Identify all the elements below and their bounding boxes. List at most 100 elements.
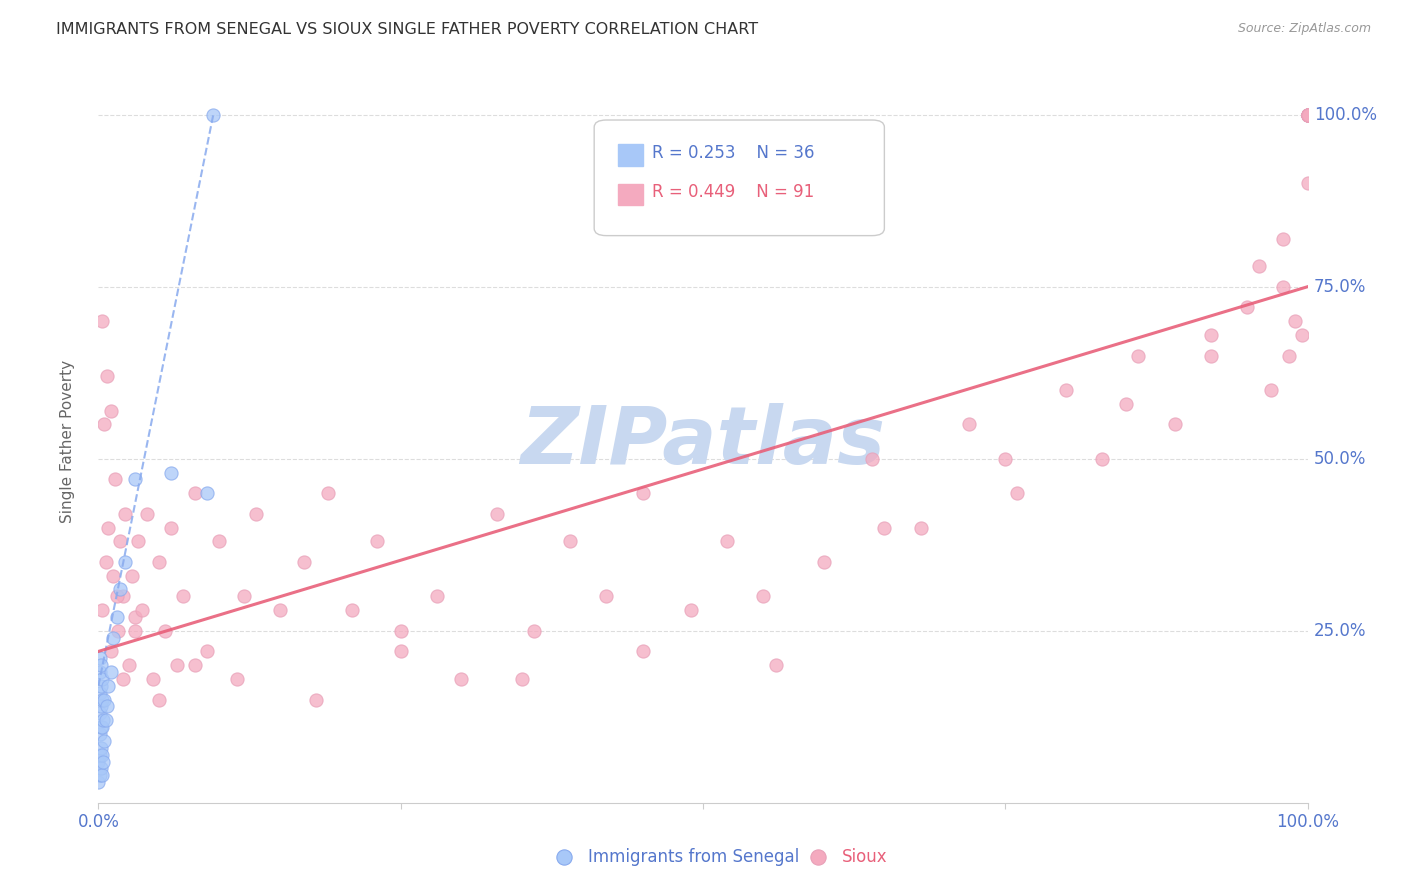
- Point: [1236, 301, 1258, 315]
- Point: [1296, 108, 1319, 122]
- Point: [90, 679, 112, 693]
- Point: [160, 466, 183, 480]
- Point: [93, 734, 115, 748]
- Point: [631, 644, 654, 658]
- Point: [1296, 108, 1319, 122]
- Point: [1278, 349, 1301, 363]
- Point: [105, 610, 128, 624]
- Point: [89, 768, 111, 782]
- Point: [1272, 279, 1295, 293]
- Point: [90, 658, 112, 673]
- Point: [124, 472, 146, 486]
- Point: [93, 692, 115, 706]
- Point: [91, 768, 114, 782]
- Point: [226, 672, 249, 686]
- Point: [114, 555, 136, 569]
- Text: 25.0%: 25.0%: [1313, 622, 1367, 640]
- Point: [90, 740, 112, 755]
- Point: [510, 672, 533, 686]
- Point: [486, 507, 509, 521]
- Point: [195, 644, 218, 658]
- Point: [108, 534, 131, 549]
- Point: [1272, 231, 1295, 245]
- Point: [91, 314, 114, 328]
- Point: [595, 590, 617, 604]
- Point: [342, 603, 364, 617]
- Point: [89, 747, 111, 762]
- Point: [523, 624, 546, 638]
- Point: [679, 603, 702, 617]
- Point: [1199, 327, 1222, 342]
- Point: [873, 520, 896, 534]
- Point: [93, 417, 115, 432]
- Point: [232, 590, 254, 604]
- Point: [104, 472, 127, 486]
- Point: [1284, 314, 1306, 328]
- Point: [316, 486, 339, 500]
- Point: [1296, 108, 1319, 122]
- Point: [142, 672, 165, 686]
- Point: [89, 651, 111, 665]
- Point: [89, 665, 111, 679]
- Point: [97, 679, 120, 693]
- Point: [450, 672, 472, 686]
- Point: [813, 555, 835, 569]
- Point: [752, 590, 775, 604]
- Bar: [619, 184, 643, 205]
- Point: [94, 555, 117, 569]
- Point: [107, 624, 129, 638]
- Bar: [619, 144, 643, 166]
- Point: [101, 631, 124, 645]
- Point: [108, 582, 131, 597]
- Point: [994, 451, 1017, 466]
- Point: [1296, 108, 1319, 122]
- Point: [184, 658, 207, 673]
- Point: [87, 755, 110, 769]
- Point: [1291, 327, 1313, 342]
- Text: 50.0%: 50.0%: [1313, 450, 1367, 467]
- Point: [90, 699, 112, 714]
- Point: [90, 720, 112, 734]
- Text: R = 0.253    N = 36: R = 0.253 N = 36: [652, 144, 814, 161]
- Text: Source: ZipAtlas.com: Source: ZipAtlas.com: [1237, 22, 1371, 36]
- Point: [91, 672, 114, 686]
- Point: [89, 727, 111, 741]
- Point: [1115, 397, 1137, 411]
- Text: R = 0.449    N = 91: R = 0.449 N = 91: [652, 183, 814, 202]
- Point: [765, 658, 787, 673]
- Point: [111, 672, 134, 686]
- Point: [366, 534, 388, 549]
- Point: [957, 417, 980, 432]
- Point: [121, 568, 143, 582]
- Point: [124, 624, 146, 638]
- Point: [96, 369, 118, 384]
- Point: [1163, 417, 1185, 432]
- Point: [94, 713, 117, 727]
- Point: [118, 658, 141, 673]
- Point: [124, 610, 146, 624]
- Point: [89, 686, 111, 700]
- Text: ZIPatlas: ZIPatlas: [520, 402, 886, 481]
- Point: [127, 534, 149, 549]
- Point: [305, 692, 328, 706]
- Point: [91, 603, 114, 617]
- Point: [96, 699, 118, 714]
- Point: [114, 507, 136, 521]
- Point: [389, 624, 412, 638]
- Point: [1296, 108, 1319, 122]
- Point: [184, 486, 207, 500]
- Point: [131, 603, 153, 617]
- Point: [135, 507, 157, 521]
- Point: [91, 720, 114, 734]
- Point: [1296, 108, 1319, 122]
- Point: [631, 486, 654, 500]
- Point: [426, 590, 449, 604]
- Point: [269, 603, 291, 617]
- Point: [166, 658, 188, 673]
- Point: [91, 713, 114, 727]
- Text: Sioux: Sioux: [842, 848, 887, 866]
- Point: [91, 755, 114, 769]
- FancyBboxPatch shape: [595, 120, 884, 235]
- Point: [716, 534, 738, 549]
- Point: [195, 486, 218, 500]
